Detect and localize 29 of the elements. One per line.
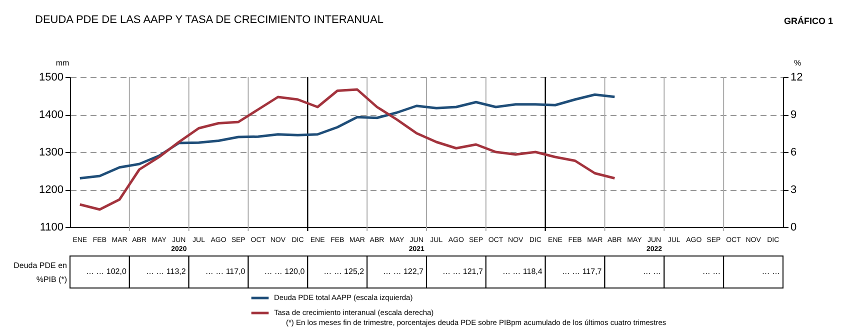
line-series xyxy=(78,93,616,180)
text: … … 113,2 xyxy=(146,267,186,276)
text: … … 120,0 xyxy=(264,267,306,276)
y2-tick-label: 3 xyxy=(790,184,797,196)
text: … … 117,7 xyxy=(562,267,602,276)
y2-tick-label: 12 xyxy=(790,72,803,84)
y2-tick-label: 6 xyxy=(790,146,797,158)
y-axis-title: mm xyxy=(56,58,70,68)
text: … … 125,2 xyxy=(324,267,365,276)
line-series xyxy=(78,88,616,211)
chart-title: DEUDA PDE DE LAS AAPP Y TASA DE CRECIMIENTO INTERANUAL xyxy=(35,14,384,26)
text: Deuda PDE en %PIB (*) xyxy=(14,261,68,284)
y2-tick-label: 9 xyxy=(790,109,797,121)
text: … … 102,0 xyxy=(86,267,127,276)
y-tick-label: 1400 xyxy=(39,109,64,121)
text: … … xyxy=(762,267,780,276)
text: GRÁFICO 1 xyxy=(784,16,833,26)
text: … … 122,7 xyxy=(383,267,424,276)
text: … … xyxy=(702,267,721,276)
y-tick-label: 1100 xyxy=(40,222,64,234)
text: … … xyxy=(642,267,662,276)
text: … … 118,4 xyxy=(502,267,543,276)
y2-axis-title: % xyxy=(794,58,802,68)
y-tick-label: 1300 xyxy=(39,146,64,158)
y-tick-label: 1500 xyxy=(39,72,64,84)
y2-tick-label: 0 xyxy=(790,222,797,234)
text: … … 121,7 xyxy=(442,267,484,276)
y-tick-label: 1200 xyxy=(39,184,64,196)
text: … … 117,0 xyxy=(205,267,246,276)
